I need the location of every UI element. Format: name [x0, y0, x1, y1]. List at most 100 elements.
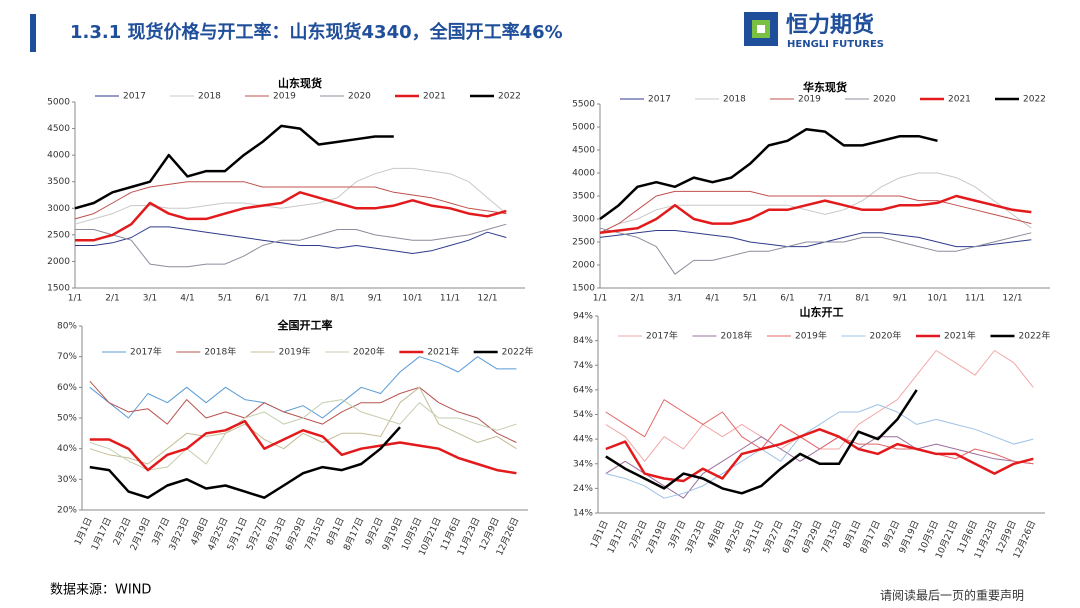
x-tick-label: 8月1日 [841, 519, 863, 550]
y-tick-label: 44% [573, 435, 593, 445]
chart-title: 山东现货 [278, 76, 322, 90]
x-tick-label: 3/1 [668, 294, 682, 304]
logo-cn: 恒力期货 [786, 12, 874, 38]
y-tick-label: 70% [57, 352, 77, 362]
x-tick-label: 8月1日 [324, 516, 346, 547]
x-tick-label: 8/1 [330, 294, 344, 304]
x-tick-label: 7/1 [818, 294, 832, 304]
y-tick-label: 64% [573, 385, 593, 395]
legend-label: 2019 [273, 92, 296, 102]
y-tick-label: 54% [573, 410, 593, 420]
legend-label: 2017年 [646, 330, 678, 342]
x-tick-label: 8/1 [855, 294, 869, 304]
x-tick-label: 1月1日 [72, 516, 94, 547]
y-tick-label: 24% [573, 484, 593, 494]
series-line [75, 226, 507, 254]
y-tick-label: 4500 [47, 124, 70, 134]
x-tick-label: 7/1 [293, 294, 307, 304]
y-tick-label: 1500 [47, 284, 70, 294]
x-tick-label: 12/1 [477, 294, 497, 304]
series-line [605, 404, 1034, 499]
legend-label: 2022 [1023, 95, 1046, 105]
legend-label: 2018 [198, 92, 221, 102]
y-tick-label: 30% [57, 475, 77, 485]
x-tick-label: 2/1 [630, 294, 644, 304]
x-tick-label: 3月7日 [150, 516, 172, 547]
slide-title: 1.3.1 现货价格与开工率：山东现货4340，全国开工率46% [70, 21, 563, 43]
series-line [605, 389, 918, 495]
legend-label: 2017 [123, 92, 146, 102]
chart-title: 山东开工 [800, 305, 844, 319]
series-line [89, 426, 401, 499]
y-tick-label: 2000 [47, 257, 70, 267]
logo-icon-core [757, 25, 765, 33]
y-tick-label: 5500 [572, 100, 595, 110]
legend-label: 2020年 [353, 346, 385, 358]
legend-label: 2020 [348, 92, 371, 102]
x-tick-label: 9/1 [368, 294, 382, 304]
y-tick-label: 5000 [47, 98, 70, 108]
y-tick-label: 1500 [572, 284, 595, 294]
y-tick-label: 34% [573, 459, 593, 469]
x-tick-label: 4/1 [180, 294, 194, 304]
x-tick-label: 9/1 [893, 294, 907, 304]
x-tick-label: 1月1日 [588, 519, 610, 550]
y-tick-label: 84% [573, 336, 593, 346]
legend-label: 2018年 [721, 330, 753, 342]
x-tick-label: 2月2日 [627, 519, 649, 550]
series-line [89, 356, 517, 419]
y-tick-label: 2500 [572, 238, 595, 248]
y-tick-label: 2000 [572, 261, 595, 271]
logo-en: HENGLI FUTURES [787, 39, 884, 50]
x-tick-label: 9月2日 [363, 516, 385, 547]
chart: 全国开工率20%30%40%50%60%70%80%1月1日1月17日2月2日2… [57, 318, 534, 557]
series-line [75, 191, 507, 242]
x-tick-label: 3/1 [143, 294, 157, 304]
header-bar [30, 14, 36, 52]
series-line [599, 190, 1032, 234]
x-tick-label: 4/1 [705, 294, 719, 304]
x-tick-label: 12/1 [1002, 294, 1022, 304]
y-tick-label: 3000 [47, 204, 70, 214]
y-tick-label: 2500 [47, 230, 70, 240]
x-tick-label: 11/1 [965, 294, 985, 304]
series-line [599, 128, 938, 221]
x-tick-label: 2月2日 [111, 516, 133, 547]
x-tick-label: 6/1 [780, 294, 794, 304]
legend-label: 2018 [723, 95, 746, 105]
series-line [89, 399, 517, 471]
chart: 华东现货 1500 2000 2500 3000 3500 4000 4500 5000 5500… [572, 80, 1050, 304]
x-tick-label: 11/1 [440, 294, 460, 304]
legend-label: 2019 [798, 95, 821, 105]
series-line [605, 436, 1034, 499]
x-tick-label: 9月2日 [880, 519, 902, 550]
series-line [605, 428, 1034, 483]
legend-label: 2021年 [944, 330, 976, 342]
y-tick-label: 94% [573, 312, 593, 322]
series-line [599, 194, 1032, 235]
series-line [605, 350, 1034, 462]
series-line [89, 419, 517, 475]
legend-label: 2017 [648, 95, 671, 105]
y-tick-label: 20% [57, 506, 77, 516]
x-tick-label: 1/1 [68, 294, 82, 304]
y-tick-label: 50% [57, 414, 77, 424]
legend-label: 2021 [948, 95, 971, 105]
x-tick-label: 1/1 [593, 294, 607, 304]
series-line [599, 230, 1032, 248]
x-tick-label: 5/1 [218, 294, 232, 304]
y-tick-label: 3500 [572, 192, 595, 202]
chart-title: 全国开工率 [277, 318, 333, 332]
y-tick-label: 40% [57, 444, 77, 454]
x-tick-label: 10/1 [402, 294, 422, 304]
series-line [89, 386, 517, 465]
x-tick-label: 4月8日 [189, 516, 211, 547]
y-tick-label: 4000 [572, 169, 595, 179]
y-tick-label: 4500 [572, 146, 595, 156]
series-line [75, 223, 507, 268]
legend-label: 2018年 [204, 346, 236, 358]
x-tick-label: 10/1 [927, 294, 947, 304]
legend-label: 2022 [498, 92, 521, 102]
y-tick-label: 74% [573, 361, 593, 371]
y-tick-label: 14% [573, 509, 593, 519]
